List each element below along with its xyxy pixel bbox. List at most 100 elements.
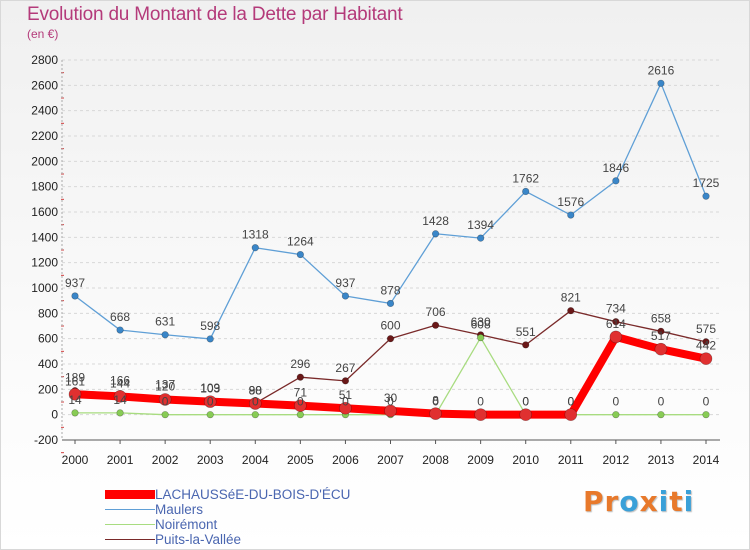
data-label: 608 — [471, 318, 491, 332]
data-point — [702, 338, 710, 346]
data-point — [522, 187, 530, 196]
data-label: 1318 — [242, 228, 269, 242]
data-point — [71, 292, 79, 300]
data-point — [296, 250, 304, 259]
data-label: 0 — [477, 395, 484, 409]
data-point — [161, 411, 169, 419]
data-point — [113, 390, 127, 403]
data-label: 14 — [113, 393, 127, 407]
data-point — [116, 326, 124, 334]
legend-label: Noirémont — [155, 517, 218, 532]
data-point — [699, 352, 713, 365]
x-tick-label: 2001 — [107, 453, 134, 467]
data-label: 937 — [65, 276, 85, 290]
data-label: 600 — [380, 319, 400, 333]
y-tick-label: 2800 — [31, 53, 58, 67]
x-tick-label: 2009 — [467, 453, 494, 467]
data-point — [206, 335, 214, 343]
data-label: 0 — [522, 395, 529, 409]
data-label: 267 — [335, 361, 355, 375]
data-label: 551 — [516, 325, 536, 339]
y-tick-label: -200 — [34, 433, 58, 447]
logo-letter: r — [604, 485, 620, 518]
y-tick-label: 2400 — [31, 104, 58, 118]
data-label: 1428 — [422, 214, 449, 228]
data-label: 734 — [606, 302, 626, 316]
data-point — [116, 409, 124, 417]
data-label: 0 — [432, 395, 439, 409]
chart-title: Evolution du Montant de la Dette par Hab… — [27, 4, 403, 25]
data-label: 2616 — [648, 63, 675, 77]
x-tick-label: 2010 — [512, 453, 539, 467]
x-tick-label: 2005 — [287, 453, 314, 467]
data-label: 90 — [249, 383, 263, 397]
data-label: 30 — [384, 391, 398, 405]
data-point — [248, 397, 262, 410]
data-label: 1762 — [512, 171, 539, 185]
data-label: 8 — [432, 394, 439, 408]
data-label: 71 — [294, 386, 308, 400]
data-point — [431, 321, 440, 329]
data-point — [251, 244, 259, 252]
data-label: 0 — [342, 395, 349, 409]
data-label: 0 — [162, 395, 169, 409]
y-tick-label: 2000 — [31, 154, 58, 168]
data-point — [339, 401, 352, 415]
data-label: 1394 — [467, 218, 494, 232]
legend-item: Puits-la-Vallée — [105, 532, 350, 547]
x-tick-label: 2002 — [152, 453, 179, 467]
data-point — [68, 387, 82, 401]
data-label: 0 — [297, 395, 304, 409]
data-label: 296 — [290, 357, 310, 371]
logo-letter: t — [669, 485, 684, 518]
data-point — [296, 411, 304, 419]
data-label: 658 — [651, 311, 671, 325]
data-label: 1576 — [557, 195, 584, 209]
data-label: 144 — [110, 376, 130, 390]
data-label: 137 — [155, 377, 175, 391]
y-tick-label: 1200 — [31, 256, 58, 270]
data-label: 0 — [252, 395, 259, 409]
data-point — [567, 307, 575, 315]
y-tick-label: 600 — [38, 332, 58, 346]
data-label: 0 — [613, 395, 620, 409]
data-point — [203, 395, 217, 408]
legend-label: LACHAUSSéE-DU-BOIS-D'ÉCU — [155, 487, 351, 502]
y-tick-label: 2200 — [31, 129, 58, 143]
data-label: 0 — [522, 395, 529, 409]
data-label: 51 — [339, 388, 353, 402]
data-point — [477, 234, 485, 242]
data-point — [564, 408, 578, 421]
data-label: 0 — [567, 395, 574, 409]
data-label: 0 — [207, 395, 214, 409]
data-point — [657, 411, 665, 419]
data-point — [702, 192, 710, 200]
data-point — [612, 177, 620, 185]
data-point — [161, 331, 169, 339]
logo-letter: o — [619, 485, 640, 518]
logo-letter: x — [639, 485, 659, 518]
data-point — [431, 230, 440, 238]
data-point — [474, 408, 487, 421]
data-point — [206, 411, 214, 419]
data-label: 442 — [696, 339, 716, 353]
logo-letter: P — [583, 485, 605, 518]
data-point — [251, 411, 259, 419]
data-label: 575 — [696, 322, 716, 336]
logo-letter: i — [658, 485, 670, 518]
y-tick-label: 0 — [51, 408, 58, 422]
x-tick-label: 2000 — [62, 453, 89, 467]
data-point — [71, 409, 79, 417]
x-tick-label: 2006 — [332, 453, 359, 467]
data-label: 517 — [651, 329, 671, 343]
data-point — [384, 404, 397, 418]
data-point — [294, 399, 307, 412]
data-label: 706 — [426, 305, 446, 319]
data-label: 109 — [200, 381, 220, 395]
data-label: 0 — [703, 395, 710, 409]
data-point — [567, 211, 575, 219]
data-label: 14 — [68, 393, 82, 407]
data-label: 668 — [110, 310, 130, 324]
data-point — [519, 408, 533, 421]
y-tick-label: 800 — [38, 306, 58, 320]
